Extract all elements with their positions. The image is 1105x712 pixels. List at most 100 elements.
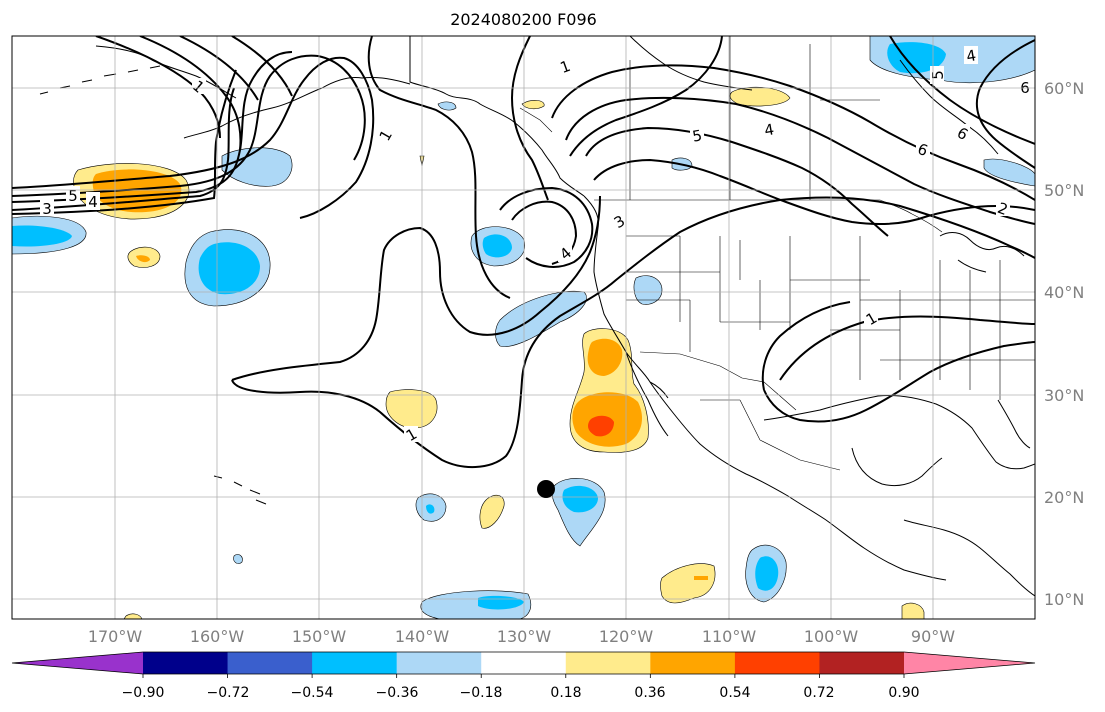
contour-label: 5 [929,70,947,80]
contour-line [95,36,221,139]
canada-province-lines [629,36,880,200]
latitude-label: 50°N [1044,181,1084,200]
gulf-of-mexico-coast [763,395,1035,470]
shade-orange [136,255,150,263]
baja-california-coast [625,351,669,437]
shade-light-yellow [660,563,716,604]
pacific-coast [583,195,947,581]
shade-orange [587,338,623,376]
colorbar-tick-label: −0.72 [207,685,250,701]
colorbar-segments [11,651,1036,678]
shade-red [588,415,614,437]
map-panel: 1 1 1 1 1 2 3 3 4 4 4 4 5 5 [12,36,1035,619]
contour-line [889,36,1035,145]
alaska-west-coast [95,45,237,99]
colorbar-segment [312,652,398,674]
contour-label: 5 [68,187,78,205]
contour-line [975,39,1035,169]
contour-line [551,64,1035,201]
shade-blue [12,225,72,247]
latitude-label: 60°N [1044,79,1084,98]
longitude-labels: 170°W 160°W 150°W 140°W 130°W 120°W 110°… [88,627,955,646]
shade-blue [755,556,779,591]
us-state-lines [626,235,1035,400]
colorbar-segment [481,652,567,674]
contour-line [585,126,889,237]
colorbar-tick-label: −0.90 [122,685,165,701]
contour-label: 3 [42,200,52,218]
colorbar-tick-label: 0.54 [719,685,750,701]
shade-light-yellow [729,86,791,107]
shade-light-blue [495,290,587,347]
colorbar-segment [650,652,736,674]
colorbar-segment [819,652,905,674]
contour-label: 4 [763,120,776,139]
contour-line [179,36,259,101]
map-frame [11,35,1036,620]
shade-blue [426,504,435,514]
aleutian-islands [39,65,161,95]
contour-value-labels: 1 1 1 1 1 2 3 3 4 4 4 4 5 5 [40,46,1032,445]
longitude-label: 120°W [599,627,654,646]
contour-line [593,158,1035,225]
colorbar-tick-label: 0.90 [888,685,919,701]
colorbar-segment [734,652,820,674]
hudson-bay-coast [899,59,999,155]
contour-line [231,36,293,97]
map-title: 2024080200 F096 [450,10,597,29]
hawaiian-islands [213,475,267,505]
alaska-canada-border [409,36,553,133]
contour-label: 5 [691,126,704,145]
us-canada-border [594,199,943,233]
latitude-label: 40°N [1044,283,1084,302]
colorbar-tick-labels: −0.90 −0.72 −0.54 −0.36 −0.18 0.18 0.36 … [122,685,920,701]
colorbar-tick-label: 0.72 [803,685,834,701]
contour-line [510,36,549,201]
colorbar-extend-min [12,652,143,674]
colorbar-tick-label: −0.18 [460,685,503,701]
latitude-label: 30°N [1044,386,1084,405]
longitude-label: 110°W [702,627,757,646]
longitude-label: 160°W [190,627,245,646]
contour-line [231,195,601,381]
contour-line [139,36,242,151]
us-mexico-border [639,351,797,411]
latitude-labels: 60°N 50°N 40°N 30°N 20°N 10°N [1044,79,1084,609]
contour-line [12,69,237,215]
shade-light-blue [633,275,663,305]
contour-line [761,301,851,391]
longitude-label: 140°W [395,627,450,646]
contour-lines [12,36,1035,469]
contour-label: 4 [88,193,98,211]
yucatan-coast [851,447,943,487]
shade-blue [482,234,512,258]
contour-line [12,54,366,197]
contour-line [367,36,511,299]
colorbar-segment [143,652,229,674]
great-lakes [939,232,1025,273]
shade-blue [198,242,260,295]
colorbar-segment [396,652,482,674]
shade-light-blue [983,158,1035,187]
central-america-coast [903,519,1035,597]
shade-blue [887,42,946,74]
colorbar-tick-label: −0.36 [376,685,419,701]
colorbar-tick-label: 0.18 [550,685,581,701]
contour-line [12,51,293,203]
shade-light-blue [233,554,243,564]
colorbar-tick-label: 0.36 [634,685,665,701]
contour-line [231,196,1035,469]
colorbar-segment [565,652,651,674]
shade-orange [694,576,708,580]
contour-line [569,36,723,157]
shade-blue [562,485,598,513]
longitude-label: 100°W [804,627,859,646]
latitude-label: 20°N [1044,488,1084,507]
contour-line [779,315,1035,381]
location-marker [537,480,555,498]
shade-light-blue [437,101,457,111]
longitude-label: 130°W [497,627,552,646]
latitude-label: 10°N [1044,590,1084,609]
colorbar: −0.90 −0.72 −0.54 −0.36 −0.18 0.18 0.36 … [11,651,1036,701]
longitude-label: 150°W [292,627,347,646]
